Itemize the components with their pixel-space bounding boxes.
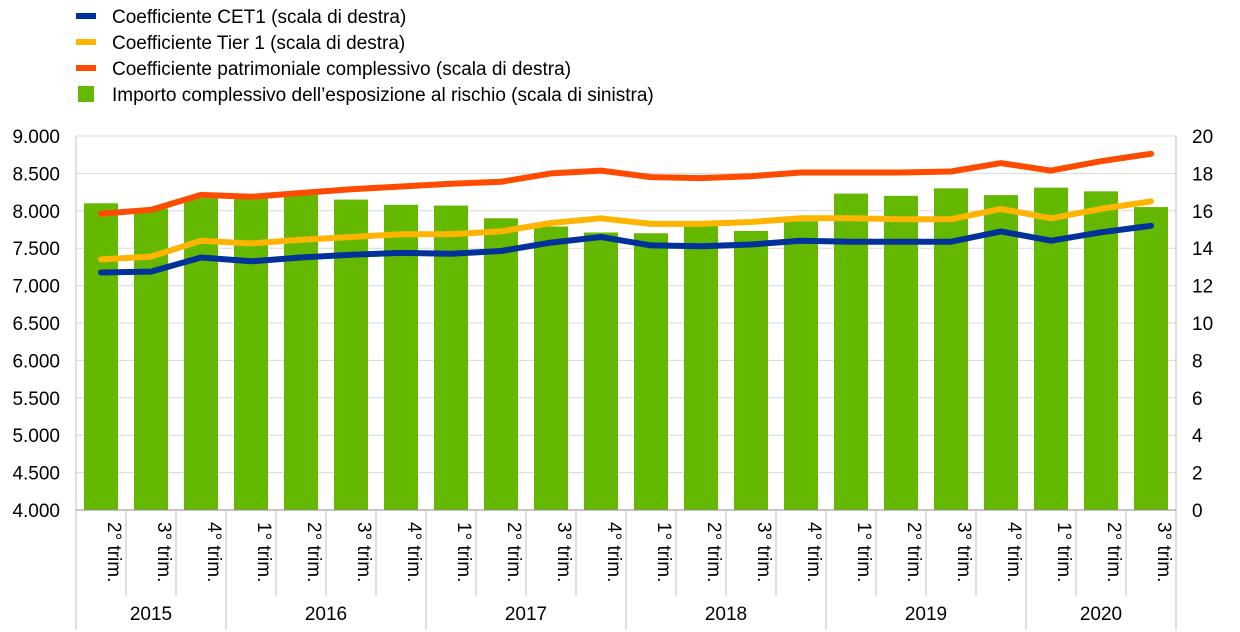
category-label-4: 2° trim. [303, 522, 324, 582]
bar-12 [684, 225, 718, 510]
bar-10 [584, 232, 618, 510]
right-tick-label: 20 [1192, 127, 1213, 148]
right-tick-label: 2 [1192, 464, 1203, 485]
category-label-15: 1° trim. [853, 522, 874, 582]
category-label-21: 3° trim. [1153, 522, 1174, 582]
category-label-16: 2° trim. [903, 522, 924, 582]
category-label-5: 3° trim. [353, 522, 374, 582]
category-label-9: 3° trim. [553, 522, 574, 582]
left-tick-label: 5.000 [12, 426, 60, 447]
left-tick-label: 8.000 [12, 202, 60, 223]
bar-8 [484, 218, 518, 510]
left-tick-label: 8.500 [12, 164, 60, 185]
bar-0 [84, 203, 118, 510]
category-label-11: 1° trim. [653, 522, 674, 582]
bar-18 [984, 195, 1018, 511]
right-tick-label: 16 [1192, 202, 1213, 223]
left-tick-label: 7.000 [12, 277, 60, 298]
series-line-2 [98, 150, 1154, 217]
category-labels: 2° trim. 3° trim. 4° trim. 1° trim. 2° trim.… [103, 522, 1174, 582]
left-tick-label: 9.000 [12, 127, 60, 148]
bar-21 [1134, 207, 1168, 510]
legend-label-0: Coefficiente CET1 (scala di destra) [112, 7, 406, 28]
left-tick-label: 6.000 [12, 351, 60, 372]
category-label-3: 1° trim. [253, 522, 274, 582]
right-tick-label: 6 [1192, 389, 1203, 410]
category-label-2: 4° trim. [203, 522, 224, 582]
legend-swatch-0 [76, 13, 96, 19]
legend-swatch-2 [76, 65, 96, 71]
left-tick-label: 6.500 [12, 314, 60, 335]
category-label-0: 2° trim. [103, 522, 124, 582]
bar-14 [784, 221, 818, 510]
bars [84, 187, 1168, 511]
year-labels: 2015 2016 2017 2018 2019 2020 [130, 604, 1122, 625]
year-label-2016: 2016 [305, 604, 347, 625]
category-label-6: 4° trim. [403, 522, 424, 582]
category-label-14: 4° trim. [803, 522, 824, 582]
legend-swatch-3 [78, 86, 94, 102]
bar-13 [734, 230, 768, 510]
category-label-20: 2° trim. [1103, 522, 1124, 582]
bar-20 [1084, 191, 1118, 511]
right-tick-label: 18 [1192, 164, 1213, 185]
bar-11 [634, 233, 668, 511]
year-label-2015: 2015 [130, 604, 172, 625]
series-line-1 [98, 198, 1154, 263]
category-label-7: 1° trim. [453, 522, 474, 582]
left-tick-label: 5.500 [12, 389, 60, 410]
right-tick-label: 12 [1192, 277, 1213, 298]
legend-label-2: Coefficiente patrimoniale complessivo (s… [112, 59, 571, 80]
category-label-1: 3° trim. [153, 522, 174, 582]
legend: Coefficiente CET1 (scala di destra) Coeff… [76, 7, 654, 106]
category-label-18: 4° trim. [1003, 522, 1024, 582]
bar-3 [234, 194, 268, 510]
right-axis-ticks: 0 2 4 6 8 10 12 14 16 18 20 [1192, 127, 1214, 522]
right-tick-label: 14 [1192, 239, 1214, 260]
category-label-17: 3° trim. [953, 522, 974, 582]
bar-2 [184, 198, 218, 511]
bar-16 [884, 195, 918, 510]
category-label-19: 1° trim. [1053, 522, 1074, 582]
right-tick-label: 0 [1192, 501, 1203, 522]
axes [75, 136, 1177, 630]
left-tick-label: 4.000 [12, 501, 60, 522]
bar-5 [334, 199, 368, 510]
legend-label-1: Coefficiente Tier 1 (scala di destra) [112, 33, 405, 54]
category-label-12: 2° trim. [703, 522, 724, 582]
series-lines [98, 150, 1154, 276]
year-label-2019: 2019 [905, 604, 947, 625]
category-label-10: 4° trim. [603, 522, 624, 582]
bar-9 [534, 226, 568, 510]
category-label-8: 2° trim. [503, 522, 524, 582]
right-tick-label: 4 [1192, 426, 1203, 447]
legend-label-3: Importo complessivo dell’esposizione al … [112, 85, 654, 106]
series-line-0 [98, 222, 1154, 276]
left-tick-label: 4.500 [12, 464, 60, 485]
legend-swatch-1 [76, 39, 96, 45]
left-tick-label: 7.500 [12, 239, 60, 260]
year-label-2018: 2018 [705, 604, 747, 625]
category-label-13: 3° trim. [753, 522, 774, 582]
right-tick-label: 10 [1192, 314, 1213, 335]
left-axis-ticks: 4.000 4.500 5.000 5.500 6.000 6.500 7.000 7.500… [12, 127, 60, 522]
right-tick-label: 8 [1192, 351, 1203, 372]
bar-15 [834, 193, 868, 510]
year-label-2020: 2020 [1080, 604, 1122, 625]
bar-4 [284, 194, 318, 510]
year-label-2017: 2017 [505, 604, 547, 625]
